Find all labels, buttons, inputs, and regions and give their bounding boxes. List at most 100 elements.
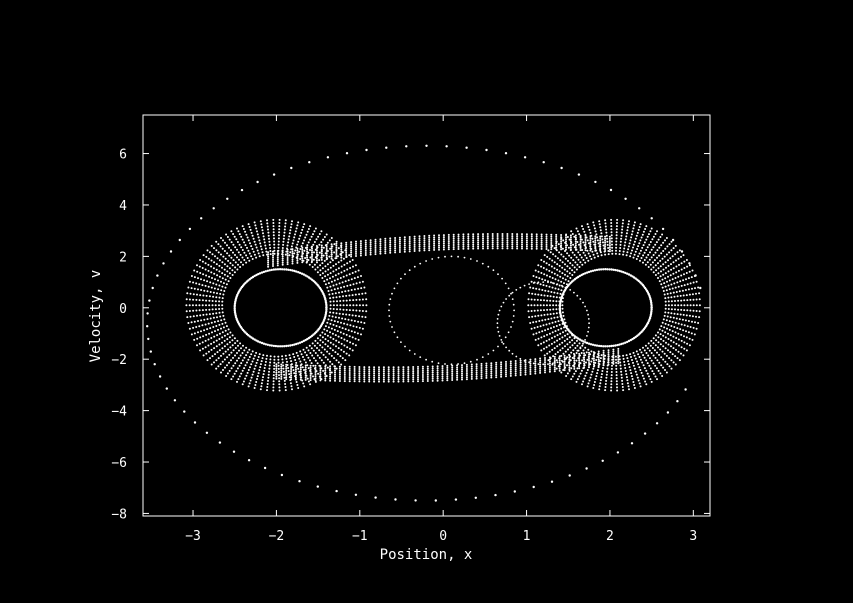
data-point	[552, 253, 555, 256]
data-point	[698, 298, 701, 301]
data-point	[588, 359, 590, 362]
data-point	[198, 283, 201, 286]
data-point	[338, 369, 341, 372]
data-point	[565, 325, 568, 328]
data-point	[657, 331, 659, 334]
data-point	[504, 282, 507, 285]
data-point	[545, 233, 548, 236]
data-point	[539, 304, 542, 307]
data-point	[216, 351, 219, 354]
data-point	[586, 358, 589, 361]
data-point	[537, 264, 540, 267]
data-point	[554, 353, 557, 356]
data-point	[617, 350, 620, 352]
data-point	[665, 266, 667, 269]
data-point	[685, 294, 688, 297]
data-point	[683, 267, 686, 269]
data-point	[495, 370, 498, 372]
data-point	[340, 321, 342, 324]
data-point	[645, 238, 648, 241]
data-point	[289, 344, 292, 347]
data-point	[364, 316, 367, 319]
data-point	[272, 265, 274, 267]
data-point	[564, 263, 566, 266]
data-point	[559, 332, 562, 335]
data-point	[334, 379, 336, 382]
data-point	[304, 376, 307, 379]
data-point	[289, 357, 292, 360]
data-point	[595, 375, 598, 378]
data-point	[640, 236, 643, 239]
data-point	[588, 364, 590, 366]
data-point	[403, 250, 406, 253]
data-point	[363, 366, 366, 369]
data-point	[268, 269, 271, 272]
data-point	[192, 298, 195, 301]
data-point	[338, 371, 341, 374]
data-point	[280, 377, 283, 380]
data-point	[382, 376, 385, 379]
data-point	[662, 358, 665, 361]
data-point	[329, 377, 332, 380]
data-point	[277, 358, 280, 361]
data-point	[341, 327, 344, 330]
data-point	[203, 318, 206, 321]
data-point	[359, 248, 362, 251]
data-point	[663, 293, 666, 296]
data-point	[208, 308, 211, 311]
data-point	[272, 228, 275, 231]
data-point	[210, 321, 213, 324]
data-point	[284, 354, 287, 357]
data-point	[394, 243, 397, 246]
data-point	[560, 248, 563, 251]
data-point	[348, 374, 351, 376]
data-point	[541, 278, 544, 281]
data-point	[467, 243, 470, 246]
data-point	[223, 290, 226, 292]
data-point	[340, 242, 343, 245]
data-point	[496, 247, 499, 250]
data-point	[563, 365, 566, 367]
data-point	[676, 327, 679, 330]
data-point	[441, 373, 444, 376]
data-point	[363, 372, 366, 375]
data-point	[378, 372, 380, 375]
data-point	[463, 256, 466, 259]
data-point	[605, 379, 608, 382]
data-point	[331, 363, 334, 366]
data-point	[521, 247, 523, 250]
data-point	[587, 313, 589, 316]
data-point	[581, 344, 584, 347]
data-point	[674, 308, 676, 311]
data-point	[548, 370, 551, 373]
data-point	[505, 360, 507, 363]
data-point	[556, 263, 559, 266]
data-point	[691, 320, 693, 323]
data-point	[534, 366, 537, 369]
data-point	[530, 298, 533, 301]
data-point	[310, 362, 313, 365]
data-point	[565, 375, 568, 377]
data-point	[272, 383, 275, 386]
data-point	[304, 374, 307, 377]
data-point	[641, 246, 644, 249]
data-point	[247, 369, 250, 371]
data-point	[555, 359, 558, 362]
data-point	[350, 243, 353, 246]
data-point	[521, 233, 523, 236]
data-point	[573, 254, 576, 256]
data-point	[646, 372, 649, 375]
data-point	[301, 248, 304, 251]
data-point	[666, 363, 669, 366]
data-point	[311, 342, 314, 345]
data-point	[238, 349, 240, 352]
data-point	[573, 355, 576, 358]
data-point	[661, 375, 664, 377]
data-point	[235, 238, 238, 241]
data-point	[342, 304, 345, 307]
data-point	[394, 245, 397, 248]
data-point	[353, 365, 356, 368]
data-point	[659, 343, 662, 346]
data-point	[624, 241, 627, 244]
data-point	[500, 361, 503, 364]
